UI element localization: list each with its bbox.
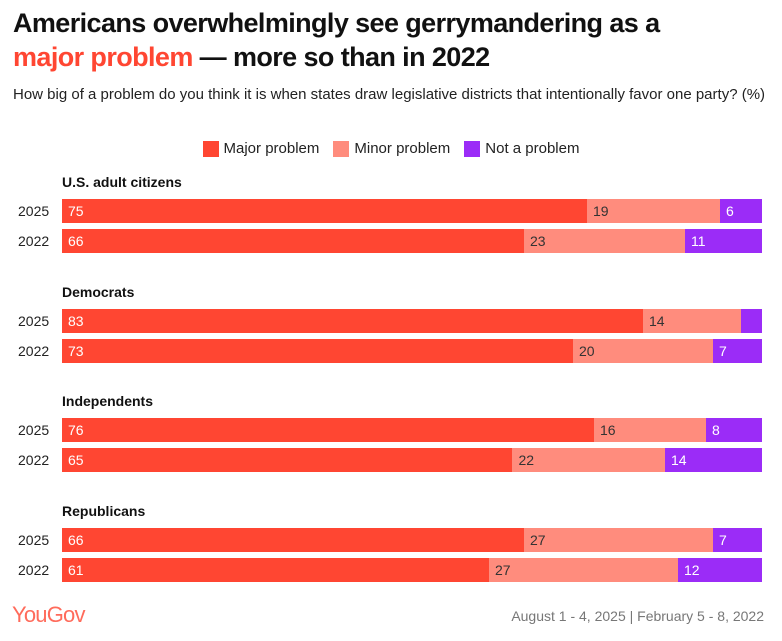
year-label: 2025: [18, 312, 50, 329]
legend-swatch: [202, 140, 219, 157]
yougov-logo: YouGov: [12, 602, 85, 627]
survey-dates: August 1 - 4, 2025 | February 5 - 8, 202…: [511, 608, 764, 624]
stacked-bar: 61 27 12: [62, 557, 762, 582]
chart-title: Americans overwhelmingly see gerrymander…: [13, 6, 773, 74]
bar-segment-minor-problem: 16: [594, 418, 706, 442]
bar-segment-major-problem: 76: [62, 418, 594, 442]
legend: Major problem Minor problem Not a problem: [0, 140, 782, 157]
year-label: 2025: [18, 422, 50, 438]
bar-segment-not-a-problem: 14: [664, 448, 762, 472]
legend-item: Minor problem: [333, 140, 450, 157]
bar-segment-not-a-problem: 12: [678, 557, 762, 582]
year-label: 2022: [18, 342, 50, 359]
legend-label: Major problem: [223, 140, 320, 157]
legend-item: Not a problem: [464, 140, 579, 157]
stacked-bar: 83 14: [62, 308, 762, 333]
legend-item: Major problem: [202, 140, 320, 157]
bar-segment-major-problem: 75: [62, 199, 587, 223]
bar-segment-minor-problem: 20: [573, 338, 713, 363]
bar-segment-not-a-problem: 11: [685, 229, 762, 253]
legend-swatch: [464, 140, 481, 157]
legend-label: Not a problem: [485, 140, 580, 157]
year-label: 2025: [18, 531, 50, 548]
bar-segment-not-a-problem: 7: [713, 338, 762, 363]
bar-segment-major-problem: 66: [62, 229, 524, 253]
bar-segment-not-a-problem: [741, 308, 762, 333]
title-text: Americans overwhelmingly see gerrymander…: [13, 8, 660, 38]
stacked-bar: 75 19 6: [62, 199, 762, 223]
bar-segment-major-problem: 73: [62, 338, 573, 363]
year-label: 2022: [18, 452, 50, 468]
group-label: Republicans: [62, 502, 146, 519]
stacked-bar: 66 23 11: [62, 229, 762, 253]
bar-segment-major-problem: 66: [62, 527, 524, 552]
stacked-bar: 66 27 7: [62, 527, 762, 552]
year-label: 2025: [18, 203, 50, 219]
stacked-bar: 73 20 7: [62, 338, 762, 363]
group-label: Independents: [62, 393, 154, 409]
bar-segment-major-problem: 61: [62, 557, 489, 582]
title-highlight: major problem: [13, 42, 193, 72]
year-label: 2022: [18, 561, 50, 578]
bar-segment-minor-problem: 23: [524, 229, 685, 253]
group-label: U.S. adult citizens: [62, 174, 182, 190]
bar-segment-minor-problem: 27: [489, 557, 678, 582]
bar-segment-minor-problem: 19: [587, 199, 720, 223]
legend-label: Minor problem: [354, 140, 451, 157]
chart-subtitle: How big of a problem do you think it is …: [13, 86, 766, 103]
bar-segment-major-problem: 65: [62, 448, 513, 472]
bar-segment-minor-problem: 14: [643, 308, 741, 333]
bar-segment-minor-problem: 22: [512, 448, 665, 472]
bar-segment-not-a-problem: 6: [720, 199, 762, 223]
title-text-end: — more so than in 2022: [192, 42, 491, 72]
bar-segment-not-a-problem: 8: [706, 418, 762, 442]
stacked-bar: 76 16 8: [62, 418, 762, 442]
group-label: Democrats: [62, 283, 135, 300]
year-label: 2022: [18, 233, 50, 249]
bar-segment-not-a-problem: 7: [713, 527, 762, 552]
legend-swatch: [333, 140, 350, 157]
bar-segment-major-problem: 83: [62, 308, 643, 333]
bar-segment-minor-problem: 27: [524, 527, 713, 552]
stacked-bar: 65 22 14: [62, 448, 762, 472]
